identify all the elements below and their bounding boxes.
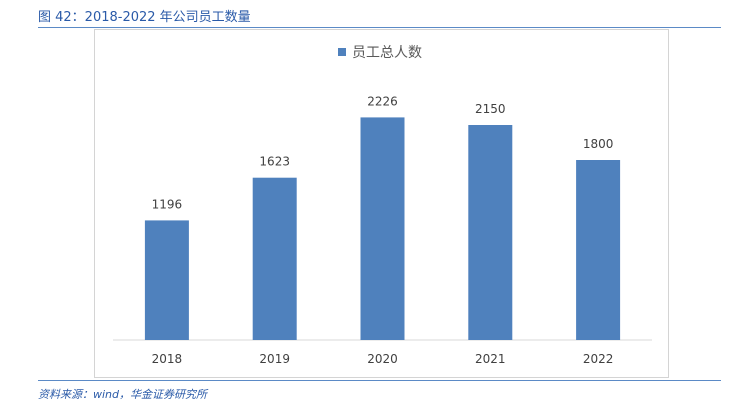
data-label-2022: 1800 xyxy=(583,137,614,151)
chart-legend: 员工总人数 xyxy=(338,45,422,61)
bars-group xyxy=(144,117,621,341)
bar-2021 xyxy=(468,125,513,340)
source-rule xyxy=(38,380,721,381)
x-tick-label-2021: 2021 xyxy=(475,352,506,366)
data-label-2018: 1196 xyxy=(152,197,183,211)
bar-2020 xyxy=(360,117,405,341)
data-labels-group: 1196 1623 2226 2150 1800 xyxy=(152,94,614,211)
data-label-2019: 1623 xyxy=(259,155,290,169)
chart-frame: 员工总人数 1196 1623 2226 2150 1800 2018 2019 2020 2… xyxy=(94,29,669,378)
bar-2018 xyxy=(144,220,189,340)
x-tick-label-2022: 2022 xyxy=(583,352,614,366)
figure-title: 图 42：2018-2022 年公司员工数量 xyxy=(38,10,251,25)
title-rule xyxy=(38,27,721,28)
bar-2022 xyxy=(576,160,621,340)
x-tick-label-2020: 2020 xyxy=(367,352,398,366)
bar-2019 xyxy=(252,177,297,340)
source-note: 资料来源：wind，华金证券研究所 xyxy=(38,388,208,401)
legend-label: 员工总人数 xyxy=(352,45,422,61)
data-label-2021: 2150 xyxy=(475,102,506,116)
x-tick-label-2018: 2018 xyxy=(152,352,183,366)
data-label-2020: 2226 xyxy=(367,94,398,108)
x-tick-label-2019: 2019 xyxy=(259,352,290,366)
legend-swatch xyxy=(338,48,346,56)
x-tick-labels-group: 2018 2019 2020 2021 2022 xyxy=(152,352,614,366)
